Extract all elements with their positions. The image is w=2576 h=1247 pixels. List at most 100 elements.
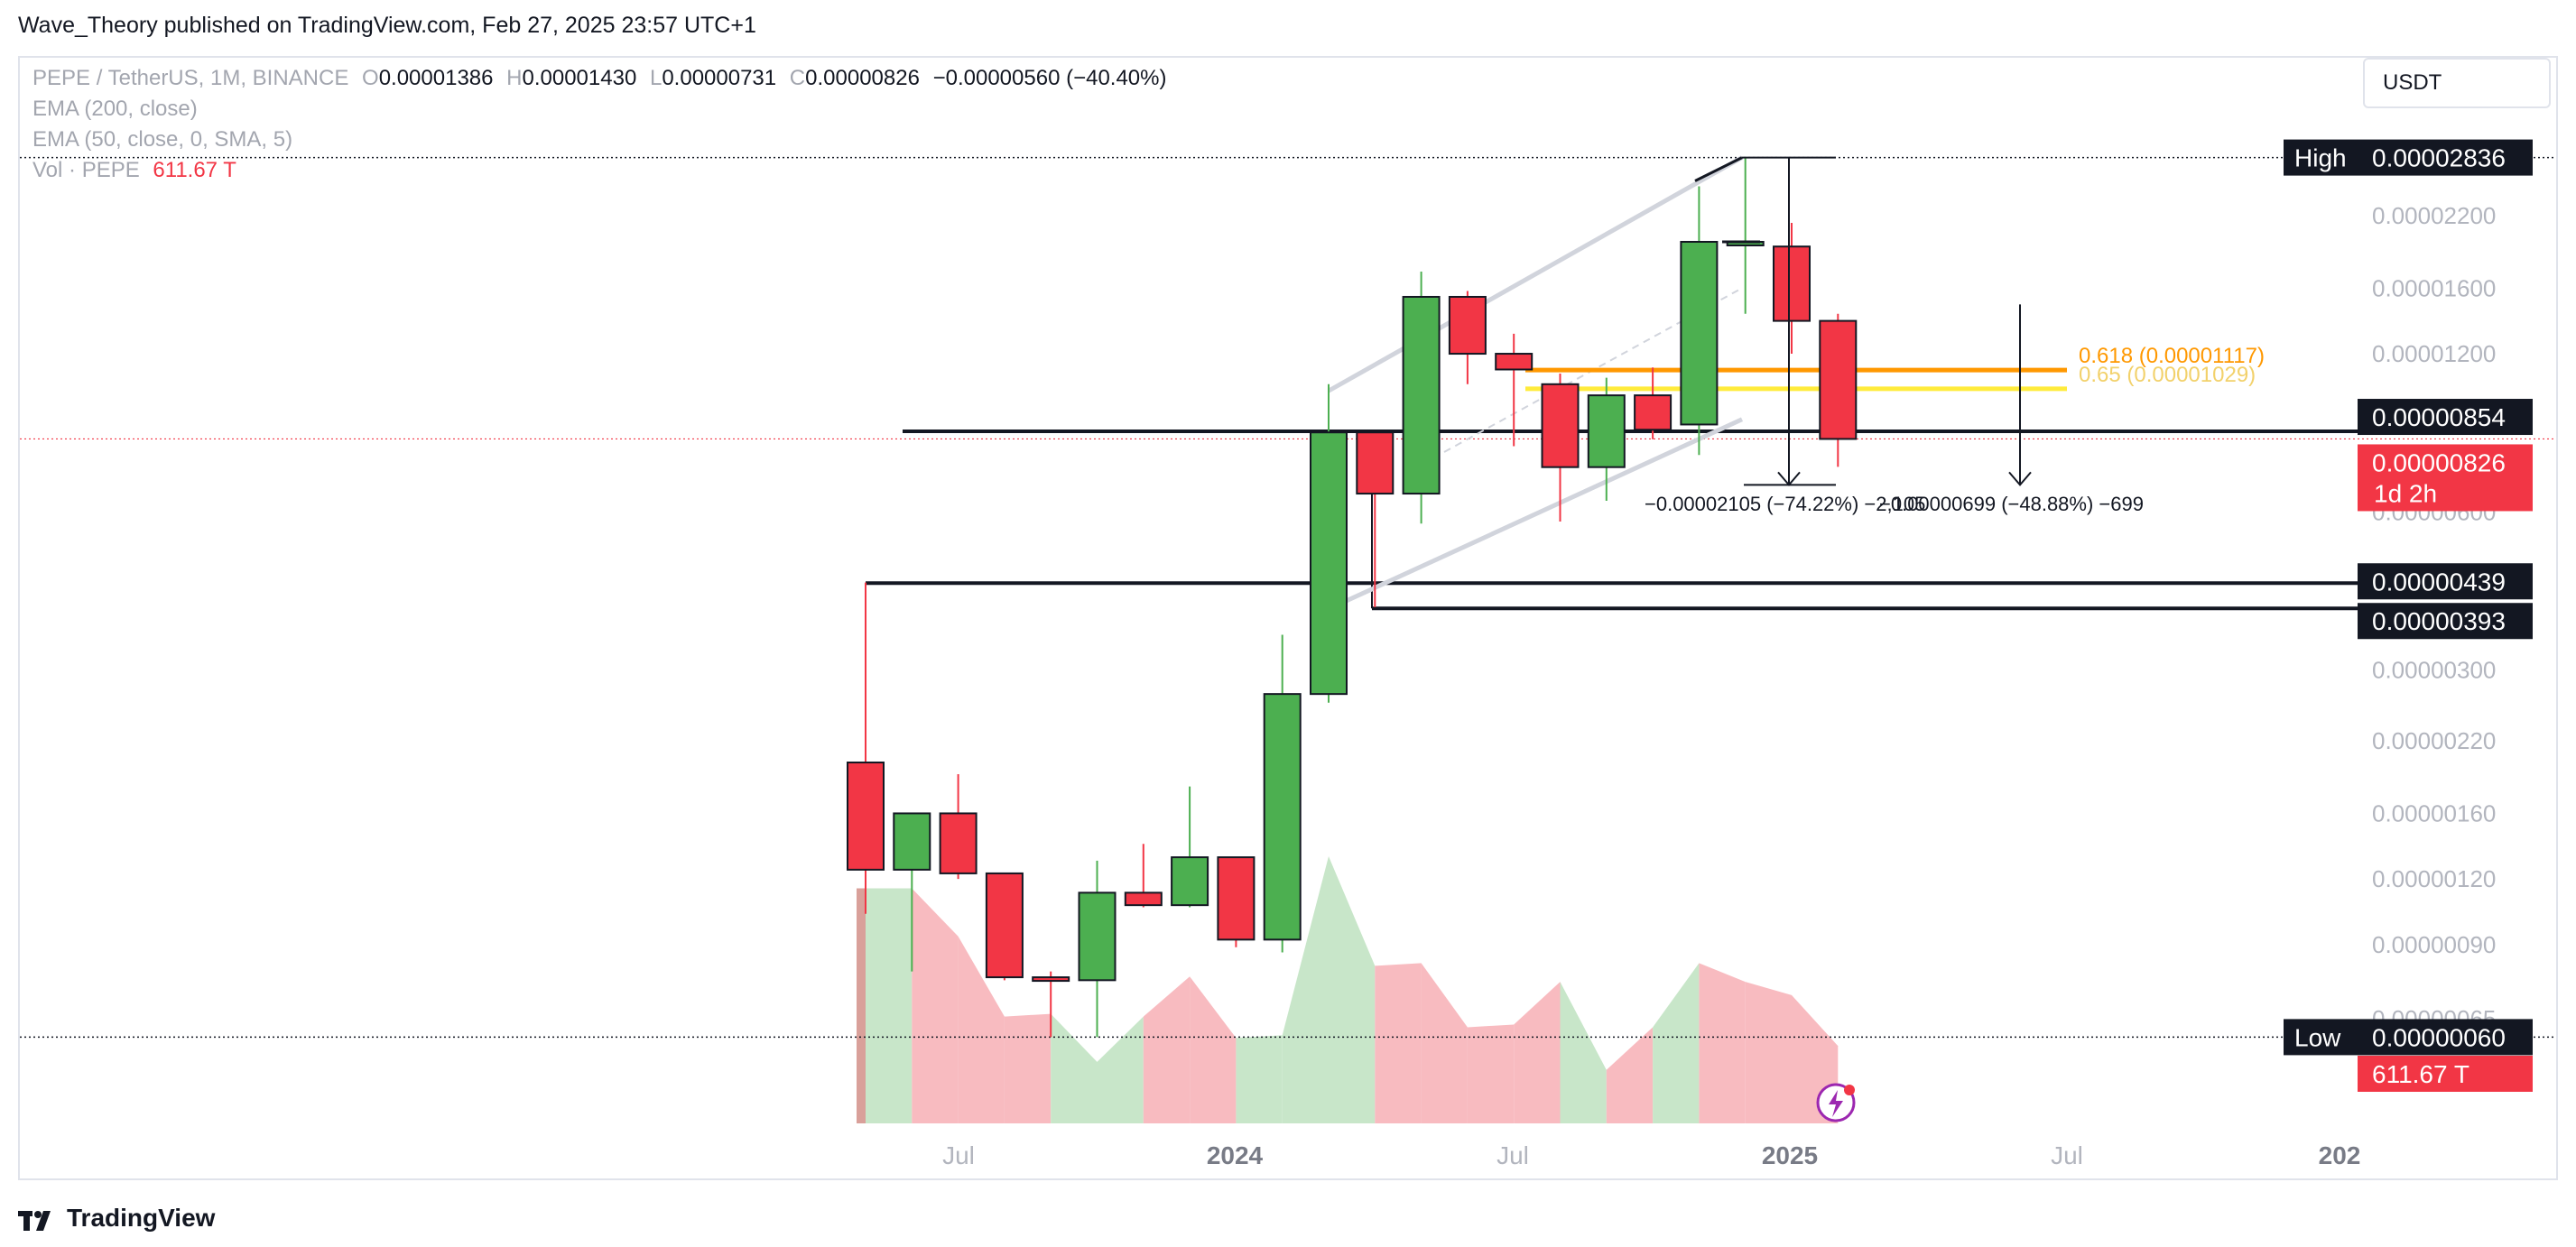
legend-ohlc-row: PEPE / TetherUS, 1M, BINANCE O0.00001386… [32,63,1167,94]
x-axis-tick-label: 2024 [1207,1141,1264,1169]
y-axis-tick-label: 0.00000220 [2372,727,2496,754]
legend-volume-value: 611.67 T [153,158,236,182]
tradingview-logo-icon [18,1208,58,1231]
volume-segment [866,888,913,1123]
candle-body [939,812,978,874]
extreme-price-tag-label: Low [2294,1023,2341,1051]
volume-segment [912,888,959,1123]
volume-segment [1653,963,1700,1123]
level-price-tag-bg [2358,563,2533,600]
volume-segment [1004,1013,1052,1123]
legend-ema200[interactable]: EMA (200, close) [32,97,198,121]
y-axis-tick-label: 0.00000120 [2372,865,2496,892]
tradingview-logo[interactable]: TradingView [18,1204,215,1233]
y-axis-tick-label: 0.00000090 [2372,931,2496,958]
measure-arrow-head [2008,471,2032,486]
ath-marker [1694,156,1743,182]
candle-body [1680,241,1719,426]
candles [847,157,1858,1038]
candle-body [1773,245,1811,322]
currency-selector[interactable]: USDT [2363,58,2551,108]
volume-segment [857,888,866,1123]
lightning-icon[interactable] [1816,1083,1856,1122]
legend-high-value: 0.00001430 [522,66,637,90]
y-axis-tick-label: 0.00000160 [2372,799,2496,827]
volume-tag-value: 611.67 T [2372,1060,2469,1088]
level-price-tag-bg [2358,603,2533,640]
legend-low-label: L [649,66,663,90]
volume-segment [1745,982,1792,1123]
legend-close-label: C [789,66,806,90]
legend-high-label: H [506,66,523,90]
legend-change: −0.00000560 (−40.40%) [932,66,1167,90]
chart-frame [18,56,2558,1180]
x-axis-tick-label: 202 [2319,1141,2361,1169]
volume-tag-bg [2358,1056,2533,1092]
x-axis-tick-label: Jul [942,1141,975,1169]
candle-body [1124,891,1163,907]
volume-segment [1190,976,1237,1123]
current-price-tag-sub: 1d 2h [2374,479,2437,507]
x-axis-tick-label: Jul [1496,1141,1529,1169]
candle-body [893,812,931,871]
volume-segment [1143,976,1191,1123]
x-axis-tick-label: Jul [2051,1141,2083,1169]
volume-segment [1421,963,1468,1123]
candle-body [1634,394,1673,431]
fib-level-label: 0.618 (0.00001117) [2079,344,2265,368]
candle-body [1356,431,1395,495]
volume-segment [1560,982,1607,1123]
volume-segment [1375,963,1422,1123]
legend-volume-label: Vol · PEPE [32,158,140,182]
volume-segment [1051,1013,1098,1123]
volume-segment [1236,1035,1283,1123]
volume-segment [1606,1027,1654,1123]
volume-segment [958,936,1005,1123]
candle-body [847,762,885,871]
level-price-tag-bg [2358,399,2533,436]
current-price-tag-value: 0.00000826 [2372,448,2506,476]
candle-body [1217,856,1256,941]
candle-body [1495,353,1534,371]
extreme-price-tag-value: 0.00000060 [2372,1023,2506,1051]
candle-body [1587,394,1626,468]
y-axis-tick-label: 0.00000300 [2372,657,2496,684]
volume-segment [1097,1016,1144,1123]
legend-ema50[interactable]: EMA (50, close, 0, SMA, 5) [32,127,293,152]
legend-symbol[interactable]: PEPE / TetherUS, 1M, BINANCE [32,66,349,90]
y-axis-tick-label: 0.00001200 [2372,340,2496,367]
extreme-price-tag-value: 0.00002836 [2372,144,2506,172]
candle-body [1402,295,1441,495]
x-axis-tick-label: 2025 [1762,1141,1818,1169]
candle-body [1032,976,1070,983]
candle-body [1448,295,1487,356]
channel-line-lower [1343,417,1744,604]
legend-low-value: 0.00000731 [662,66,777,90]
extreme-price-tag-label-bg [2284,1019,2358,1056]
current-price-tag-bg [2358,444,2533,512]
volume-segment [1329,856,1376,1123]
level-price-tag-value: 0.00000393 [2372,607,2506,635]
level-price-tag-value: 0.00000439 [2372,568,2506,596]
extreme-price-tag-label: High [2294,144,2347,172]
candle-body [1541,383,1580,468]
volume-segment [1514,982,1561,1123]
fib-level-label: 0.65 (0.00001029) [2079,363,2256,387]
candle-body [1171,856,1209,907]
chart-legend: PEPE / TetherUS, 1M, BINANCE O0.00001386… [32,63,1167,186]
measure-label: −0.00000699 (−48.88%) −699 [1879,493,2144,515]
legend-volume-row[interactable]: Vol · PEPE 611.67 T [32,155,1167,186]
extreme-price-tag-bg [2358,139,2533,176]
legend-close-value: 0.00000826 [805,66,920,90]
candle-body [985,872,1024,979]
y-axis-tick-label: 0.00001600 [2372,274,2496,301]
channel-line-upper [1327,155,1744,393]
volume-series [857,856,1839,1123]
candle-body [1310,431,1348,696]
volume-segment [1282,856,1329,1123]
candle-body [1078,891,1117,982]
extreme-price-tag-bg [2358,1019,2533,1056]
volume-segment [1699,963,1746,1123]
measure-label: −0.00002105 (−74.22%) −2,105 [1645,493,1925,515]
